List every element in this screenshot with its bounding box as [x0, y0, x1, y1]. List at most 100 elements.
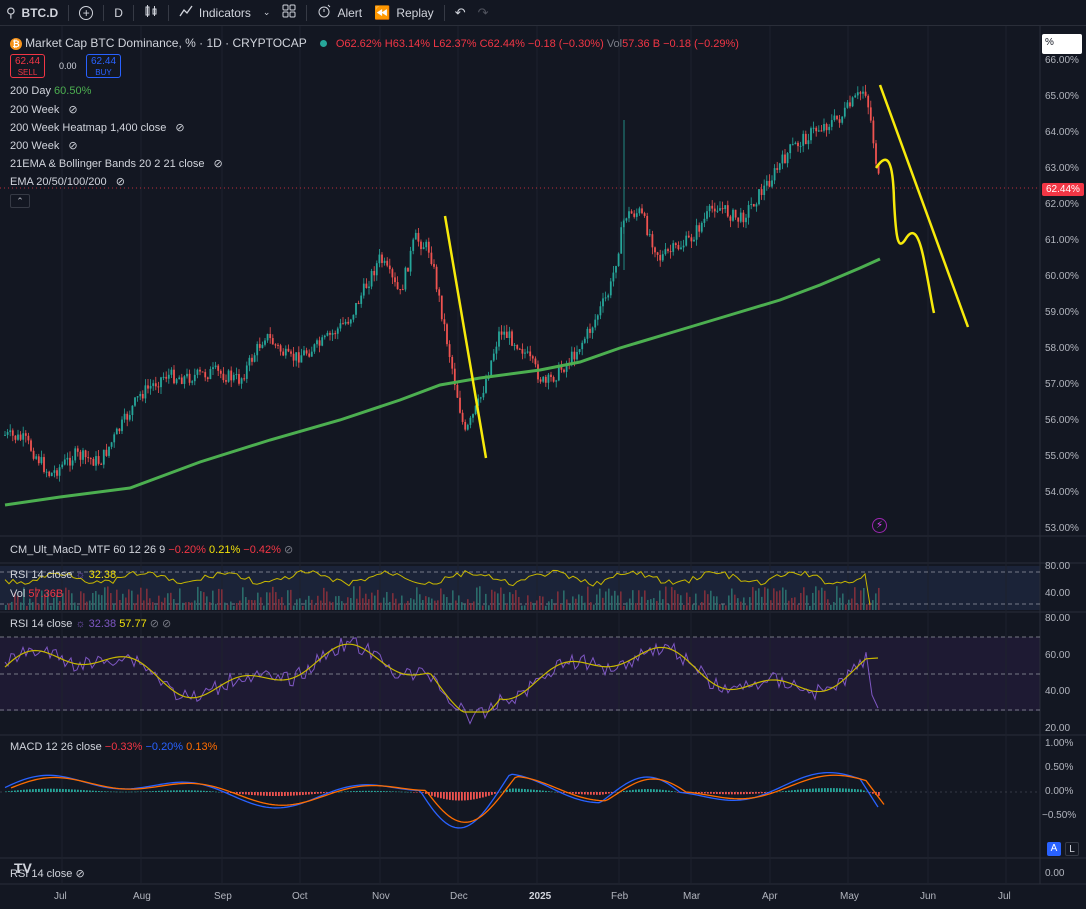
templates-button[interactable] [276, 0, 302, 26]
collapse-legend-button[interactable]: ⌃ [10, 194, 30, 208]
candles-icon [144, 4, 158, 21]
macd-hist-bar [776, 791, 778, 793]
indicators-button[interactable]: Indicators ⌄ [173, 0, 277, 26]
sell-button[interactable]: 62.44 SELL [10, 54, 45, 78]
study-heatmap[interactable]: 200 Week Heatmap 1,400 close ⊘ [10, 121, 185, 134]
candle-body [438, 289, 441, 296]
macd-hist-bar [713, 792, 715, 794]
macd-hist-bar [797, 789, 799, 792]
eye-off-icon[interactable]: ⊘ [213, 158, 223, 170]
status-dot-icon [319, 40, 327, 47]
axis-label: 80.00 [1045, 561, 1071, 572]
chart-canvas[interactable] [0, 26, 1086, 909]
high-value: H63.14% [384, 38, 431, 50]
volume-bar [794, 597, 796, 610]
candle-body [409, 250, 412, 272]
candle-body [521, 349, 524, 354]
volume-bar [587, 586, 589, 610]
candle-body [417, 232, 420, 242]
candle-body [30, 440, 32, 451]
candle-body [682, 245, 685, 248]
candle-body [92, 458, 95, 466]
price-axis-label: 61.00% [1045, 235, 1079, 246]
candle-body [669, 251, 672, 253]
volume-bar [107, 586, 109, 610]
volume-bar [584, 602, 586, 610]
candle-body [152, 383, 155, 386]
candle-body [282, 351, 285, 356]
interval-button[interactable]: D [108, 0, 129, 26]
candle-body [508, 331, 511, 338]
macd-hist-bar [29, 789, 31, 792]
low-value: L62.37% [433, 38, 477, 50]
study-200week-2[interactable]: 200 Week ⊘ [10, 139, 78, 152]
candle-body [204, 372, 207, 378]
candle-body [43, 457, 45, 472]
macd-hist-bar [383, 791, 385, 792]
study-ma200d[interactable]: 200 Day 60.50% [10, 85, 91, 97]
volume-bar [446, 597, 448, 610]
macd-hist-bar [173, 790, 175, 792]
replay-label: Replay [396, 5, 434, 20]
eye-off-icon[interactable]: ⊘ [175, 122, 185, 134]
axis-label: 60.00 [1045, 650, 1071, 661]
eye-off-icon[interactable]: ⊘ [68, 140, 78, 152]
price-scale-unit[interactable]: % [1042, 34, 1082, 54]
macd-hist-bar [749, 792, 751, 794]
volume-bar [335, 596, 337, 610]
compare-button[interactable]: + [73, 0, 99, 26]
eye-off-icon[interactable]: ⊘ [68, 104, 78, 116]
log-scale-button[interactable]: L [1065, 842, 1079, 856]
candle-body [110, 442, 113, 447]
symbol-search-button[interactable]: ⚲ BTC.D [0, 0, 64, 26]
candle-body [37, 456, 40, 464]
study-ema[interactable]: EMA 20/50/100/200 ⊘ [10, 175, 125, 188]
study-200week-1[interactable]: 200 Week ⊘ [10, 103, 78, 116]
volume-bar [341, 601, 343, 610]
grid-icon [282, 4, 296, 21]
candle-body [638, 208, 641, 214]
macd-hist-bar [191, 790, 193, 792]
candle-body [292, 353, 295, 361]
eye-off-icon[interactable]: ⊘ [115, 176, 125, 188]
volume-bar [458, 595, 460, 610]
replay-button[interactable]: ⏪ Replay [368, 0, 440, 26]
candle-body [425, 241, 428, 248]
indicators-icon [179, 4, 193, 21]
redo-button[interactable]: ↷ [472, 0, 495, 26]
macd-hist-bar [239, 792, 241, 794]
volume-bar [215, 603, 217, 610]
eye-off-icon[interactable]: ⊘ [75, 868, 85, 880]
candle-body [477, 398, 480, 406]
candle-body [589, 328, 591, 333]
candle-body [128, 415, 131, 420]
candle-body [186, 373, 188, 377]
eye-off-icon[interactable]: ⊘ ⊘ [149, 618, 172, 630]
divider [167, 4, 169, 21]
candle-body [245, 365, 248, 379]
candle-body [474, 405, 477, 415]
undo-button[interactable]: ↶ [449, 0, 472, 26]
macd-hist-bar [455, 792, 457, 801]
volume-bar [233, 605, 235, 610]
volume-bar [476, 587, 478, 610]
volume-bar [146, 588, 148, 610]
macd-hist-bar [584, 792, 586, 795]
lightning-icon[interactable]: ⚡ [872, 518, 887, 533]
alert-button[interactable]: Alert [311, 0, 368, 26]
candle-body [693, 239, 695, 242]
eye-off-icon[interactable]: ⊘ [283, 544, 294, 556]
chart-type-button[interactable] [138, 0, 164, 26]
divider [306, 4, 308, 21]
volume-bar [779, 590, 781, 610]
divider [443, 4, 445, 21]
macd-hist-bar [848, 788, 850, 792]
signal-line [10, 774, 885, 823]
auto-scale-button[interactable]: A [1047, 842, 1061, 856]
study-bollinger[interactable]: 21EMA & Bollinger Bands 20 2 21 close ⊘ [10, 157, 223, 170]
buy-button[interactable]: 62.44 BUY [86, 54, 121, 78]
candle-body [121, 419, 123, 432]
candle-body [583, 338, 586, 343]
candle-body [823, 124, 825, 131]
candle-body [648, 234, 651, 236]
